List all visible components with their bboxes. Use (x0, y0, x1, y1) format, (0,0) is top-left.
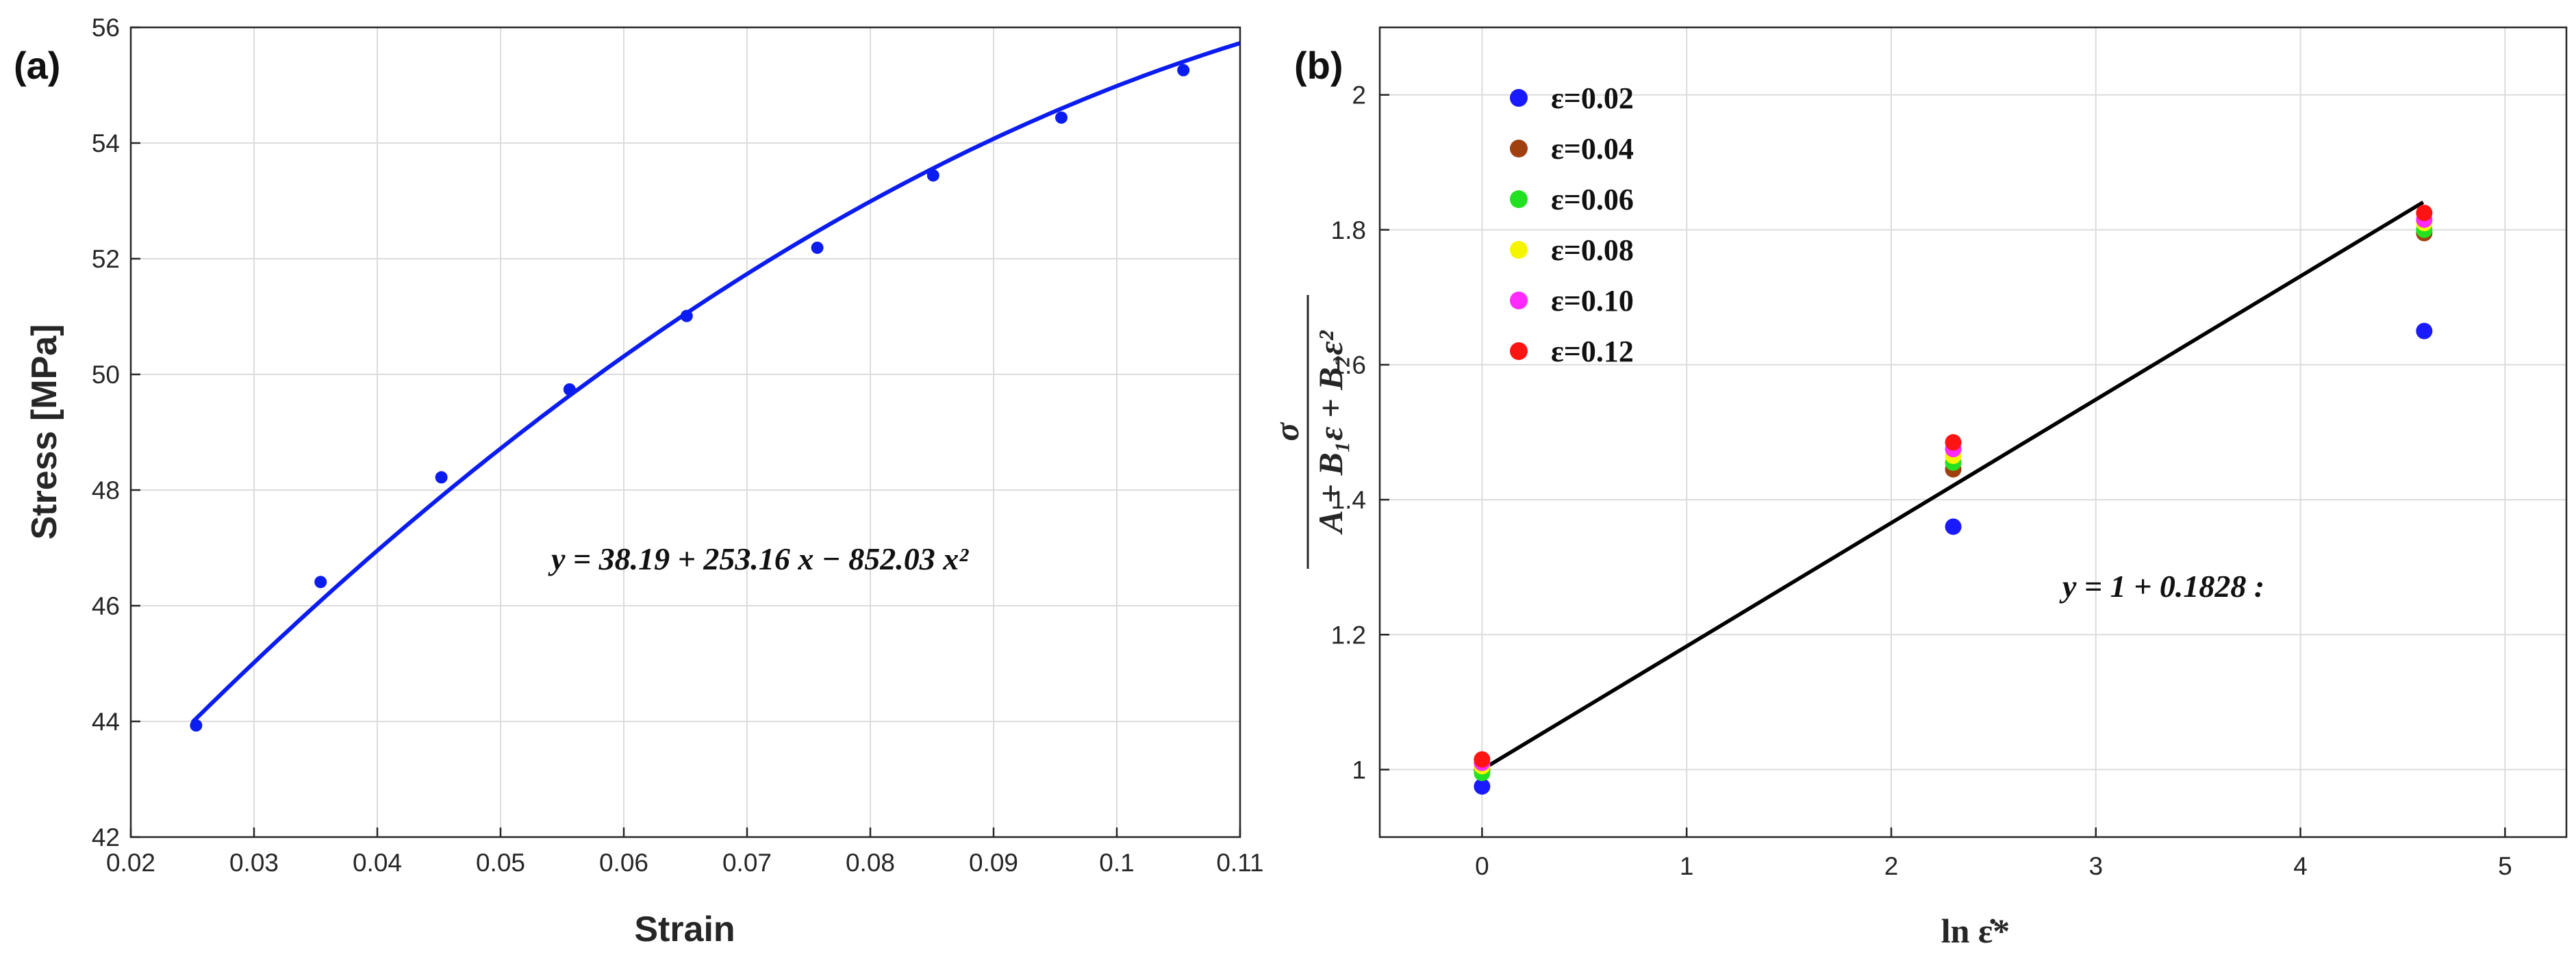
panel-b-data-point (2416, 205, 2433, 222)
panel-a-data-point (811, 241, 824, 254)
panel-b-legend: ε=0.02 ε=0.04 ε=0.06 ε=0.08 ε=0.10 ε=0.12 (1510, 81, 1634, 368)
panel-b-legend-label: ε=0.10 (1551, 284, 1634, 318)
panel-a-data-point (563, 383, 576, 396)
panel-b-legend-marker (1510, 241, 1528, 259)
panel-a-data-point (926, 169, 939, 182)
panel-a-xtick-label: 0.05 (476, 849, 525, 877)
panel-a-points (190, 64, 1190, 732)
panel-a-xtick-label: 0.08 (846, 849, 895, 877)
panel-b: 0 1 2 3 4 5 1 1.2 1.4 1.6 1.8 2 (b) ln ε̇* σ A + B₁… (1267, 26, 2568, 950)
panel-b-legend-label: ε=0.12 (1551, 335, 1634, 368)
panel-b-legend-label: ε=0.06 (1551, 183, 1634, 216)
panel-b-ylabel: σ A + B₁ε + B₂ε² (1267, 295, 1350, 569)
panel-b-ylabel-numerator: σ (1267, 421, 1306, 441)
panel-a-xtick-label: 0.09 (969, 849, 1018, 877)
panel-b-equation: y = 1 + 0.1828 : (2059, 569, 2264, 604)
panel-a-xtick-label: 0.03 (229, 849, 279, 877)
panel-a-label: (a) (14, 44, 60, 87)
panel-a-ytick-label: 50 (92, 361, 120, 389)
panel-b-data-point (1945, 434, 1962, 451)
panel-b-xtick-label: 4 (2293, 852, 2308, 880)
panel-a-data-point (190, 719, 203, 732)
panel-a-xlabel: Strain (634, 910, 735, 949)
panel-a-xtick-label: 0.02 (106, 849, 155, 877)
panel-b-legend-marker (1510, 292, 1528, 309)
panel-b-legend-label: ε=0.08 (1551, 233, 1634, 267)
panel-b-points (1474, 205, 2433, 795)
panel-a-equation: y = 38.19 + 253.16 x − 852.03 x² (548, 541, 969, 576)
panel-b-ytick-label: 1 (1352, 756, 1366, 784)
panel-a-ytick-label: 42 (92, 823, 120, 851)
panel-b-legend-marker (1510, 89, 1528, 107)
panel-a-ytick-label: 46 (92, 592, 120, 620)
panel-b-fit-line (1480, 201, 2425, 771)
panel-a-xtick-label: 0.1 (1099, 849, 1134, 877)
panel-b-data-point (2416, 322, 2433, 339)
panel-a-data-point (1055, 111, 1068, 124)
panel-a-ytick-label: 56 (92, 14, 120, 42)
panel-b-xlabel: ln ε̇* (1941, 912, 2010, 950)
panel-b-legend-marker (1510, 140, 1528, 157)
panel-a-data-point (680, 309, 693, 322)
panel-a-ytick-label: 52 (92, 245, 120, 273)
panel-a-ytick-label: 54 (92, 129, 120, 157)
panel-a: 0.02 0.03 0.04 0.05 0.06 0.07 0.08 0.09 0.1 0.11 4… (14, 14, 1264, 949)
panel-a-grid (131, 27, 1240, 837)
panel-b-ytick-label: 1.4 (1331, 486, 1366, 514)
panel-a-xtick-label: 0.04 (353, 849, 402, 877)
panel-b-grid (1380, 27, 2566, 837)
panel-b-ytick-label: 2 (1352, 81, 1366, 110)
panel-a-xtick-label: 0.06 (599, 849, 648, 877)
panel-b-legend-label: ε=0.02 (1551, 81, 1634, 115)
panel-b-data-point (1474, 778, 1491, 795)
panel-a-data-point (314, 576, 327, 589)
panel-b-ytick-label: 1.6 (1331, 351, 1366, 379)
panel-b-label: (b) (1294, 44, 1343, 87)
panel-b-ticks: 0 1 2 3 4 5 1 1.2 1.4 1.6 1.8 2 (1331, 81, 2512, 880)
panel-a-axes-frame (129, 26, 1241, 838)
panel-b-data-point (1474, 751, 1491, 768)
panel-b-xtick-label: 2 (1884, 852, 1899, 880)
panel-a-ytick-label: 48 (92, 476, 120, 504)
panel-a-ytick-label: 44 (92, 708, 120, 736)
panel-b-xtick-label: 3 (2088, 852, 2103, 880)
panel-a-data-point (435, 471, 448, 484)
panel-b-data-point (1945, 518, 1962, 535)
panel-b-legend-label: ε=0.04 (1551, 132, 1634, 166)
panel-b-ytick-label: 1.8 (1331, 216, 1366, 244)
panel-b-axes-frame (1378, 26, 2568, 838)
panel-b-xtick-label: 5 (2498, 852, 2512, 880)
panel-a-data-point (1177, 64, 1190, 77)
panel-a-ticks: 0.02 0.03 0.04 0.05 0.06 0.07 0.08 0.09 0.1 0.11 4… (92, 14, 1264, 877)
panel-b-ylabel-denominator: A + B₁ε + B₂ε² (1311, 330, 1350, 535)
panel-a-fit-curve (190, 41, 1241, 724)
panel-b-legend-marker (1510, 190, 1528, 208)
panel-b-xtick-label: 0 (1475, 852, 1489, 880)
panel-b-ytick-label: 1.2 (1331, 621, 1366, 649)
panel-a-ylabel: Stress [MPa] (25, 324, 64, 540)
panel-b-legend-marker (1510, 342, 1528, 360)
panel-b-xtick-label: 1 (1680, 852, 1694, 880)
panel-a-xtick-label: 0.11 (1216, 849, 1263, 877)
panel-a-xtick-label: 0.07 (722, 849, 772, 877)
